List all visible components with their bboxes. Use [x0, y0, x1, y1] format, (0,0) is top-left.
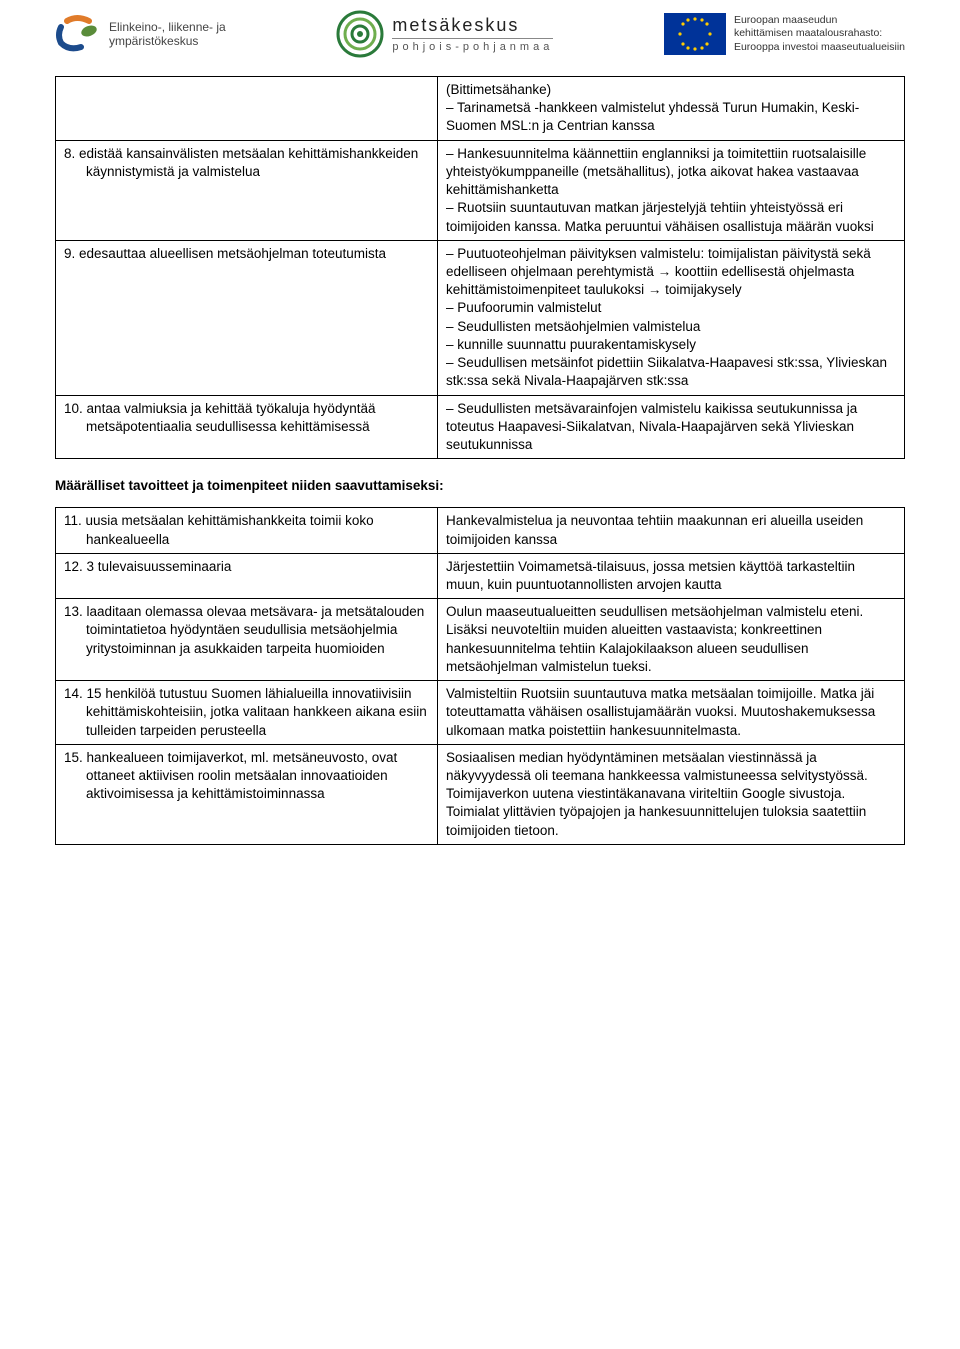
- text: – Ruotsiin suuntautuvan matkan järjestel…: [446, 199, 896, 235]
- mk-title: metsäkeskus: [392, 13, 553, 37]
- cell-left-1: 8. edistää kansainvälisten metsäalan keh…: [56, 140, 438, 240]
- metsakeskus-icon: [336, 10, 384, 58]
- table-goals-1: (Bittimetsähanke) – Tarinametsä -hankkee…: [55, 76, 905, 459]
- cell-right-3: Valmisteltiin Ruotsiin suuntautuva matka…: [438, 681, 905, 745]
- text: – Seudullisten metsäohjelmien valmistelu…: [446, 318, 896, 336]
- text: Hankevalmistelua ja neuvontaa tehtiin ma…: [446, 512, 896, 548]
- cell-left-4: 15. hankealueen toimijaverkot, ml. metsä…: [56, 744, 438, 844]
- cell-right-4: Sosiaalisen median hyödyntäminen metsäal…: [438, 744, 905, 844]
- table-goals-2: 11. uusia metsäalan kehittämishankkeita …: [55, 507, 905, 845]
- text: antaa valmiuksia ja kehittää työkaluja h…: [86, 401, 375, 434]
- cell-left-2: 9. edesauttaa alueellisen metsäohjelman …: [56, 240, 438, 395]
- text: 15 henkilöä tutustuu Suomen lähialueilla…: [86, 686, 427, 737]
- cell-left-0: [56, 77, 438, 141]
- eu-text: Euroopan maaseudun kehittämisen maatalou…: [734, 14, 905, 53]
- text: Järjestettiin Voimametsä-tilaisuus, joss…: [446, 558, 896, 594]
- item-num: 9.: [64, 246, 75, 261]
- item-num: 14.: [64, 686, 83, 701]
- table-row: 12. 3 tulevaisuusseminaaria Järjestettii…: [56, 553, 905, 598]
- text: edistää kansainvälisten metsäalan kehitt…: [79, 146, 418, 179]
- cell-right-3: – Seudullisten metsävarainfojen valmiste…: [438, 395, 905, 459]
- ely-line1: Elinkeino-, liikenne- ja: [109, 20, 226, 34]
- table-row: 9. edesauttaa alueellisen metsäohjelman …: [56, 240, 905, 395]
- metsakeskus-text: metsäkeskus pohjois-pohjanmaa: [392, 13, 553, 54]
- text: – Hankesuunnitelma käännettiin englannik…: [446, 145, 896, 200]
- text: – Puufoorumin valmistelut: [446, 299, 896, 317]
- text: uusia metsäalan kehittämishankkeita toim…: [86, 513, 374, 546]
- header-logos: Elinkeino-, liikenne- ja ympäristökeskus…: [55, 10, 905, 58]
- ely-logo-text: Elinkeino-, liikenne- ja ympäristökeskus: [109, 20, 226, 49]
- text: – Seudullisen metsäinfot pidettiin Siika…: [446, 354, 896, 390]
- cell-left-3: 10. antaa valmiuksia ja kehittää työkalu…: [56, 395, 438, 459]
- page: Elinkeino-, liikenne- ja ympäristökeskus…: [0, 0, 960, 903]
- cell-left-0: 11. uusia metsäalan kehittämishankkeita …: [56, 508, 438, 553]
- cell-right-1: Järjestettiin Voimametsä-tilaisuus, joss…: [438, 553, 905, 598]
- table-row: 10. antaa valmiuksia ja kehittää työkalu…: [56, 395, 905, 459]
- table-row: (Bittimetsähanke) – Tarinametsä -hankkee…: [56, 77, 905, 141]
- text: – Seudullisten metsävarainfojen valmiste…: [446, 400, 896, 455]
- table-row: 11. uusia metsäalan kehittämishankkeita …: [56, 508, 905, 553]
- text: edesauttaa alueellisen metsäohjelman tot…: [79, 246, 386, 261]
- cell-left-3: 14. 15 henkilöä tutustuu Suomen lähialue…: [56, 681, 438, 745]
- text: Valmisteltiin Ruotsiin suuntautuva matka…: [446, 685, 896, 740]
- eu-line3: Eurooppa investoi maaseutualueisiin: [734, 41, 905, 54]
- text: Oulun maaseutualueitten seudullisen mets…: [446, 603, 896, 676]
- ely-logo-icon: [55, 13, 101, 55]
- text: hankealueen toimijaverkot, ml. metsäneuv…: [86, 750, 397, 801]
- text: – kunnille suunnattu puurakentamiskysely: [446, 336, 896, 354]
- text-part: toimijakysely: [661, 282, 741, 297]
- item-num: 12.: [64, 559, 83, 574]
- cell-left-2: 13. laaditaan olemassa olevaa metsävara-…: [56, 599, 438, 681]
- item-num: 15.: [64, 750, 83, 765]
- table-row: 8. edistää kansainvälisten metsäalan keh…: [56, 140, 905, 240]
- logo-metsakeskus: metsäkeskus pohjois-pohjanmaa: [336, 10, 553, 58]
- item-num: 8.: [64, 146, 75, 161]
- cell-left-1: 12. 3 tulevaisuusseminaaria: [56, 553, 438, 598]
- item-num: 11.: [64, 513, 82, 528]
- arrow-icon: →: [648, 282, 662, 297]
- logo-ely: Elinkeino-, liikenne- ja ympäristökeskus: [55, 13, 226, 55]
- mk-sub: pohjois-pohjanmaa: [392, 38, 553, 55]
- eu-line1: Euroopan maaseudun: [734, 14, 905, 27]
- eu-line2: kehittämisen maatalousrahasto:: [734, 27, 905, 40]
- cell-right-0: Hankevalmistelua ja neuvontaa tehtiin ma…: [438, 508, 905, 553]
- item-num: 10.: [64, 401, 83, 416]
- table-row: 15. hankealueen toimijaverkot, ml. metsä…: [56, 744, 905, 844]
- text: laaditaan olemassa olevaa metsävara- ja …: [86, 604, 424, 655]
- section-heading: Määrälliset tavoitteet ja toimenpiteet n…: [55, 477, 905, 495]
- table-row: 14. 15 henkilöä tutustuu Suomen lähialue…: [56, 681, 905, 745]
- arrow-icon: →: [658, 264, 672, 279]
- logo-eu: Euroopan maaseudun kehittämisen maatalou…: [664, 13, 905, 55]
- text: 3 tulevaisuusseminaaria: [87, 559, 232, 574]
- text: (Bittimetsähanke): [446, 81, 896, 99]
- ely-line2: ympäristökeskus: [109, 34, 226, 48]
- cell-right-1: – Hankesuunnitelma käännettiin englannik…: [438, 140, 905, 240]
- item-num: 13.: [64, 604, 83, 619]
- cell-right-2: Oulun maaseutualueitten seudullisen mets…: [438, 599, 905, 681]
- table-row: 13. laaditaan olemassa olevaa metsävara-…: [56, 599, 905, 681]
- cell-right-2: – Puutuoteohjelman päivityksen valmistel…: [438, 240, 905, 395]
- eu-flag-icon: [664, 13, 726, 55]
- text: – Puutuoteohjelman päivityksen valmistel…: [446, 245, 896, 300]
- cell-right-0: (Bittimetsähanke) – Tarinametsä -hankkee…: [438, 77, 905, 141]
- text: Sosiaalisen median hyödyntäminen metsäal…: [446, 749, 896, 840]
- text: – Tarinametsä -hankkeen valmistelut yhde…: [446, 99, 896, 135]
